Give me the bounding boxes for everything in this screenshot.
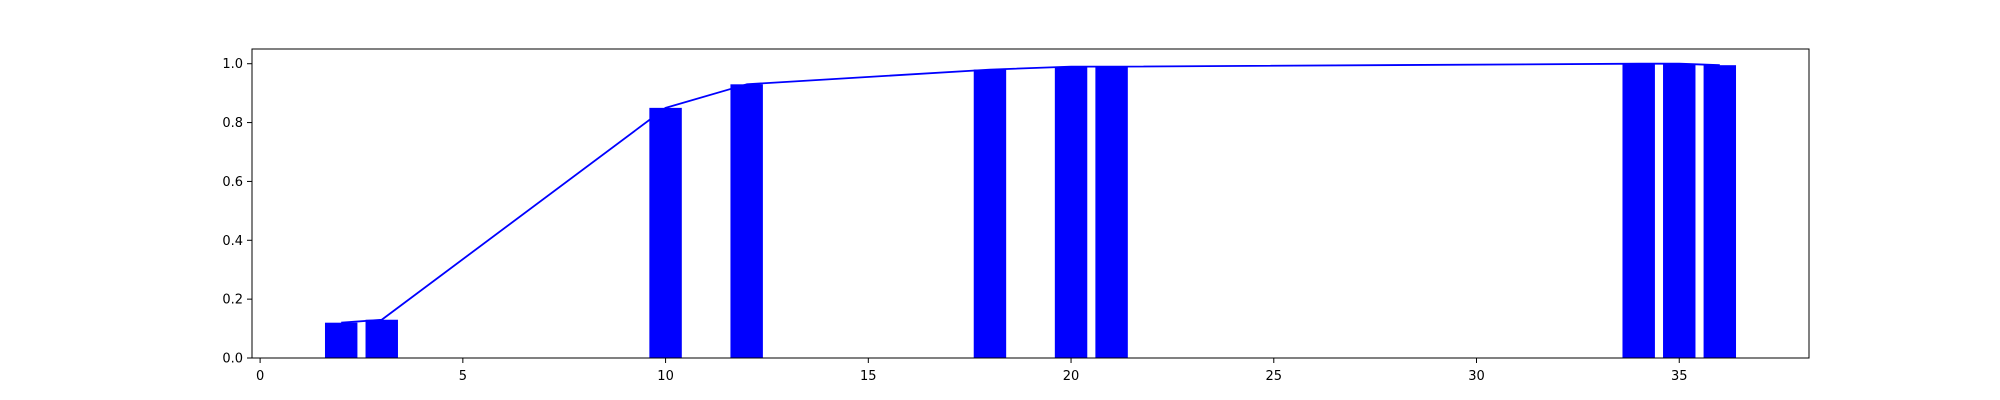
bar-3 [730,84,763,358]
y-tick-label-0: 0.0 [222,352,243,367]
y-tick-label-2: 0.4 [222,234,243,249]
x-tick-label-3: 15 [860,369,877,384]
x-tick-label-6: 30 [1468,369,1485,384]
axes-frame [251,48,1810,359]
x-tick-label-7: 35 [1671,369,1688,384]
x-tick-label-2: 10 [657,369,674,384]
bar-5 [1054,66,1088,358]
x-tick-label-5: 25 [1266,369,1283,384]
bar-1 [365,319,398,358]
bar-8 [1663,63,1696,359]
bar-9 [1703,65,1737,358]
series-line [341,62,1720,324]
y-tick-label-4: 0.8 [222,116,243,131]
x-tick-label-1: 5 [459,369,467,384]
y-tick-label-5: 1.0 [222,57,243,72]
bar-6 [1095,66,1128,358]
y-tick-label-3: 0.6 [222,175,243,190]
x-tick-label-4: 20 [1063,369,1080,384]
bar-0 [324,322,358,358]
bar-7 [1622,63,1655,359]
x-tick-label-0: 0 [256,369,264,384]
bar-4 [973,69,1007,358]
y-tick-label-1: 0.2 [222,293,243,308]
bar-2 [649,107,682,358]
